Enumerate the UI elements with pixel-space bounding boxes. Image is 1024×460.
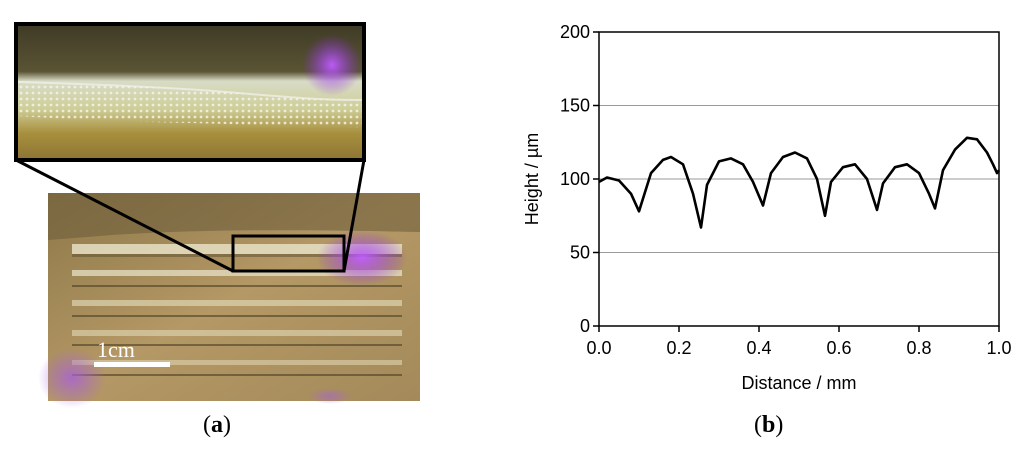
x-axis-label: Distance / mm [741,373,856,393]
x-tick-label: 0.4 [746,338,771,358]
x-tick-label: 0.6 [826,338,851,358]
panel-b-caption: (b) [754,412,784,438]
panel-a-caption: (a) [203,412,231,438]
photo-figure: 1cm [14,22,420,408]
violet-corner-reflection [38,348,106,408]
height-profile-chart: 0 50 100 150 200 0.0 0.2 0.4 0.6 0.8 1.0 Distance … [522,22,1012,393]
zoom-connector-right [342,159,366,272]
scale-bar: 1cm [94,337,170,367]
y-axis-label: Height / µm [522,133,542,225]
y-tick-label: 0 [580,316,590,336]
panel-a: 1cm (a) [0,0,470,455]
tick-layer: 0 50 100 150 200 0.0 0.2 0.4 0.6 0.8 1.0 [560,22,1012,358]
x-tick-label: 0.0 [586,338,611,358]
zoom-inset [14,22,366,162]
y-tick-label: 50 [570,243,590,263]
y-tick-label: 150 [560,96,590,116]
panel-a-label: a [211,412,223,438]
x-tick-label: 1.0 [986,338,1011,358]
grid-layer [599,105,999,253]
panel-b-label: b [762,412,776,438]
scale-bar-label: 1cm [97,337,135,362]
violet-reflection [317,230,407,286]
panel-b: 0 50 100 150 200 0.0 0.2 0.4 0.6 0.8 1.0 Distance … [500,0,1024,455]
zoom-region-box [231,234,346,273]
zoom-connector-left [15,158,234,273]
sample-photo [38,193,420,408]
height-profile-line [598,136,1001,229]
y-tick-label: 100 [560,169,590,189]
x-tick-label: 0.8 [906,338,931,358]
x-tick-label: 0.2 [666,338,691,358]
y-tick-label: 200 [560,22,590,42]
machined-stripes [72,244,402,376]
